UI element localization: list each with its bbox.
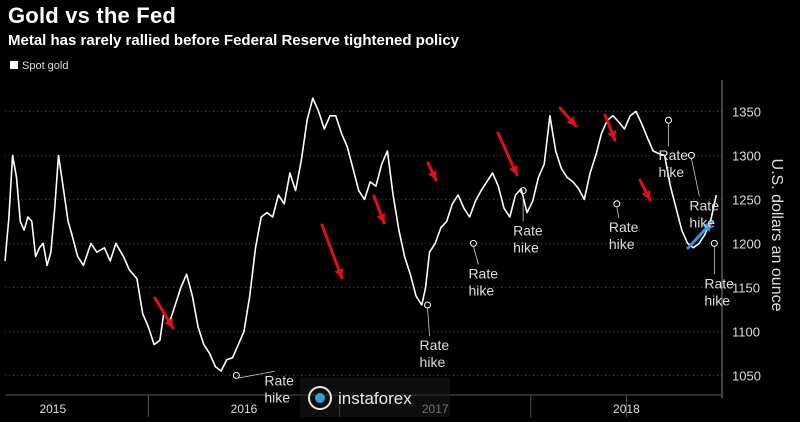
rate-hike-label: Rate [689,197,719,213]
y-tick-label: 1250 [732,192,761,207]
rate-hike-label: hike [264,389,290,405]
x-tick-label: 2015 [39,402,66,416]
red-arrowhead-icon [164,318,173,328]
legend: Spot gold [10,60,68,72]
rate-hike-label: hike [513,240,539,256]
rate-hike-label: hike [468,282,494,298]
red-arrowhead-icon [334,268,344,278]
y-tick-label: 1350 [732,104,761,119]
instaforex-logo-icon [308,386,332,410]
rate-hike-pointer [691,158,700,197]
rate-hike-label: hike [609,236,635,252]
red-arrowhead-icon [641,190,651,200]
watermark-text: instaforex [338,389,412,408]
rate-hike-label: Rate [420,337,450,353]
rate-hike-pointer [616,206,620,218]
chart-subtitle: Metal has rarely rallied before Federal … [8,32,460,49]
y-tick-label: 1200 [732,236,761,251]
rate-hike-pointer [427,307,430,337]
blue-arrowhead-icon [702,222,712,232]
rate-hike-marker [424,301,432,309]
y-axis-label: U.S. dollars an ounce [768,159,785,312]
x-tick-label: 2018 [613,402,640,416]
rate-hike-label: hike [704,292,730,308]
rate-hike-label: Rate [704,275,734,291]
y-tick-label: 1150 [732,280,760,295]
rate-hike-marker [232,371,240,379]
y-tick-label: 1100 [732,324,760,339]
watermark: instaforex [300,378,450,417]
rate-hike-marker [613,200,621,208]
rate-hike-label: Rate [609,219,639,235]
rate-hike-label: hike [420,354,446,370]
y-tick-label: 1050 [732,368,761,383]
rate-hike-marker [710,239,718,247]
red-arrowhead-icon [376,213,386,223]
legend-swatch [10,61,18,69]
y-tick-label: 1300 [732,148,761,163]
rate-hike-pointer [236,371,275,379]
red-arrowhead-icon [566,116,576,126]
red-arrowhead-icon [509,165,518,175]
red-arrowhead-icon [607,130,617,140]
x-tick-label: 2016 [231,402,258,416]
chart-title: Gold vs the Fed [8,3,177,28]
red-arrow-icon [320,223,344,280]
rate-hike-label: Rate [513,223,543,239]
rate-hike-pointer [473,246,479,265]
rate-hike-label: Rate [658,147,688,163]
rate-hike-label: hike [658,164,684,180]
spot-gold-line [4,97,718,372]
rate-hike-label: Rate [468,265,498,281]
rate-hike-marker [664,116,672,124]
rate-hike-label: hike [689,214,715,230]
legend-label: Spot gold [22,60,69,72]
rate-hike-label: Rate [264,372,294,388]
red-arrowhead-icon [427,170,437,180]
